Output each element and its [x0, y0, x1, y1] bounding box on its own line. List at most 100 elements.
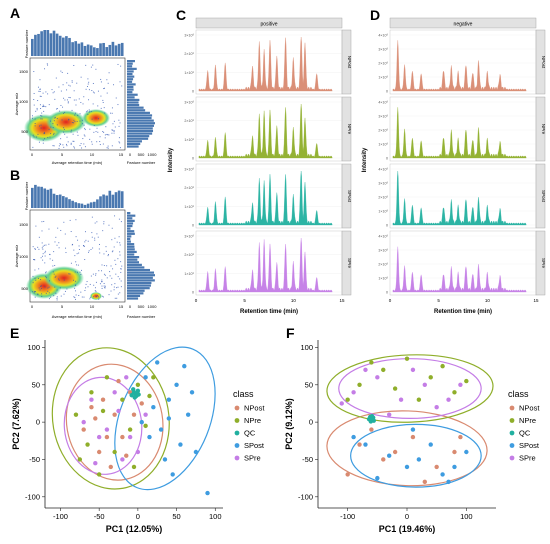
hist-bar [127, 292, 144, 295]
feature-dot [38, 268, 40, 270]
feature-dot [71, 122, 73, 124]
feature-dot [83, 134, 85, 136]
data-point-npre [151, 375, 156, 380]
data-point-npost [139, 401, 144, 406]
data-point-npost [452, 449, 457, 455]
y-tick: 0 [36, 418, 40, 427]
feature-dot [102, 143, 104, 145]
data-point-npost [434, 464, 439, 470]
y-tick: -50 [302, 455, 313, 464]
feature-dot [40, 108, 42, 110]
data-point-spost [189, 390, 195, 395]
feature-dot [99, 141, 101, 143]
hist-bar [127, 237, 131, 241]
hist-bar [31, 38, 34, 56]
feature-dot [69, 219, 71, 221]
hist-bar [127, 129, 154, 133]
feature-dot [62, 106, 64, 108]
feature-dot [67, 102, 69, 104]
feature-dot [75, 112, 77, 114]
sample-strip [535, 163, 546, 229]
feature-dot [44, 255, 46, 257]
feature-dot [60, 70, 62, 72]
feature-dot [87, 113, 89, 115]
hist-bar [68, 37, 71, 56]
x-tick: 50 [172, 512, 180, 521]
feature-dot [89, 283, 91, 285]
hist-bar [127, 132, 153, 135]
feature-dot [48, 228, 50, 230]
x-axis-label-a: Average retention time (min) [52, 160, 103, 165]
hist-bar [127, 279, 155, 282]
confidence-ellipse-npost [326, 410, 488, 487]
feature-dot [92, 82, 94, 84]
feature-dot [75, 219, 77, 221]
feature-dot [113, 246, 115, 248]
hist-bar [127, 106, 144, 109]
feature-dot [98, 270, 100, 272]
feature-dot [115, 97, 117, 99]
feature-dot [104, 112, 106, 114]
feature-dot [103, 223, 105, 225]
feature-dot [68, 119, 70, 121]
feature-dot [55, 292, 57, 294]
data-point-npre [127, 427, 133, 432]
feature-dot [115, 273, 117, 275]
y-tick: 1×10⁹ [378, 143, 388, 147]
feature-dot [106, 147, 108, 149]
data-point-qc [129, 393, 134, 398]
feature-dot [37, 100, 39, 102]
y-tick: 1×10⁹ [184, 205, 194, 209]
feature-dot [118, 137, 120, 139]
feature-dot [70, 142, 72, 144]
y-tick: 2×10⁹ [378, 263, 388, 267]
top-histogram-a [31, 30, 124, 56]
feature-dot [48, 292, 50, 294]
feature-dot [76, 120, 78, 122]
hist-bar [127, 93, 138, 96]
feature-dot [38, 90, 40, 92]
feature-dot [86, 110, 88, 112]
data-point-spre [143, 412, 148, 417]
data-point-spre [410, 367, 416, 373]
feature-dot [75, 104, 77, 106]
x-tick: 5 [61, 304, 64, 309]
feature-dot [97, 105, 99, 107]
feature-dot [86, 281, 88, 283]
data-point-npre [131, 464, 137, 470]
feature-dot [34, 269, 36, 271]
feature-dot [111, 251, 113, 253]
feature-dot [41, 295, 43, 297]
feature-dot [88, 250, 90, 252]
y-tick: 0 [192, 224, 194, 228]
feature-dot [113, 289, 115, 291]
hist-bar [65, 36, 68, 56]
y-tick: 1000 [19, 254, 29, 259]
feature-dot [49, 253, 51, 255]
feature-dot [120, 286, 122, 288]
feature-dot [97, 236, 99, 238]
legend-swatch [509, 430, 515, 436]
chromatogram-trace [392, 170, 527, 226]
feature-dot [54, 241, 56, 243]
feature-dot [106, 265, 108, 267]
data-point-spre [387, 412, 392, 417]
data-point-spost [428, 442, 433, 447]
feature-dot [66, 145, 68, 147]
hist-bar [127, 88, 134, 91]
data-point-npost [381, 457, 386, 462]
x-tick: -100 [340, 512, 355, 521]
feature-dot [101, 264, 103, 266]
feature-dot [76, 131, 78, 133]
feature-dot [75, 294, 77, 296]
feature-dot [113, 286, 115, 288]
feature-dot [79, 120, 81, 122]
mode-strip-label: positive [261, 22, 278, 28]
y-tick: 3×10⁹ [378, 115, 388, 119]
data-point-spre [363, 367, 368, 373]
data-point-spre [96, 434, 102, 440]
feature-dot [43, 133, 45, 135]
panel-d: D negative 0 1×10⁹ 2×10⁹ 3×10⁹ 4×10⁹ NPost 0 1×1… [362, 7, 546, 315]
feature-dot [87, 286, 89, 288]
